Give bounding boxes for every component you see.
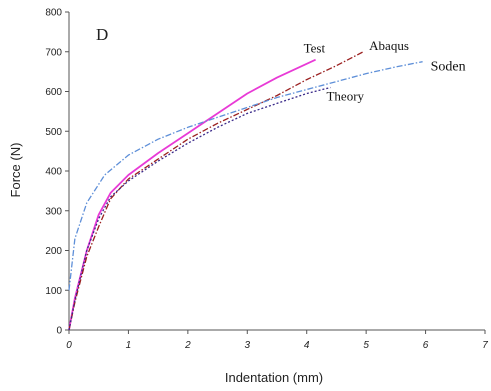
tick-labels: 0 100 200 300 400 500 600 700 800 0 1 2 3 4 5 6 7 (45, 8, 488, 352)
y-tick-label: 600 (45, 87, 62, 98)
series-label-test: Test (304, 41, 326, 56)
x-axis-title: Indentation (mm) (225, 370, 323, 385)
y-tick-label: 800 (45, 8, 62, 19)
y-tick-label: 700 (45, 47, 62, 58)
series-label-theory: Theory (326, 89, 364, 104)
series-line-test (68, 58, 316, 331)
x-tick-label: 5 (363, 340, 369, 351)
x-tick-label: 1 (126, 340, 132, 351)
panel-label: D (96, 25, 108, 44)
x-tick-label: 2 (184, 340, 191, 351)
y-tick-label: 400 (45, 167, 62, 178)
axes (65, 11, 486, 334)
y-tick-label: 500 (45, 127, 62, 138)
y-axis-title: Force (N) (8, 143, 23, 198)
x-tick-label: 0 (66, 340, 72, 351)
y-tick-label: 100 (45, 286, 62, 297)
x-tick-label: 4 (304, 340, 310, 351)
x-tick-label: 6 (423, 340, 429, 351)
series-line-abaqus (68, 51, 364, 331)
series-label-soden: Soden (431, 60, 466, 75)
series-labels: Test Abaqus Soden Theory (304, 38, 466, 104)
y-tick-label: 200 (45, 246, 62, 257)
y-tick-label: 0 (56, 326, 62, 337)
series-label-abaqus: Abaqus (369, 38, 409, 53)
series-lines (68, 51, 423, 331)
x-tick-label: 3 (245, 340, 251, 351)
x-tick-label: 7 (482, 340, 488, 351)
series-line-theory (68, 86, 331, 331)
y-tick-label: 300 (45, 206, 62, 217)
series-line-soden (68, 61, 423, 291)
